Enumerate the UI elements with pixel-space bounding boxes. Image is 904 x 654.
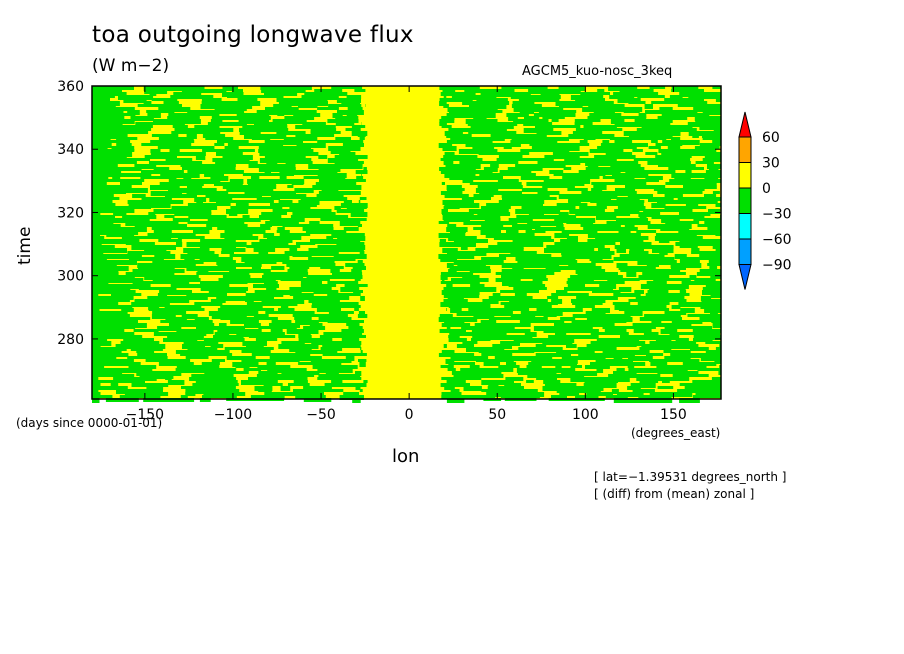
y-tick-label: 340 — [57, 142, 84, 158]
y-tick-label: 320 — [57, 205, 84, 221]
colorbar-segment — [738, 213, 752, 240]
colorbar-label: 0 — [762, 181, 771, 197]
chart-units: (W m−2) — [92, 56, 170, 76]
colorbar-label: −90 — [762, 258, 792, 274]
colorbar-arrow-top — [738, 111, 752, 138]
colorbar-label: −30 — [762, 207, 792, 223]
x-tick-label: 100 — [572, 407, 599, 423]
colorbar-label: −60 — [762, 232, 792, 248]
note-latitude: [ lat=−1.39531 degrees_north ] — [594, 470, 787, 484]
colorbar-segment — [738, 187, 752, 214]
x-tick-label: 150 — [660, 407, 687, 423]
x-tick-label: −50 — [306, 407, 336, 423]
x-axis-units: (degrees_east) — [631, 426, 721, 440]
colorbar-segment — [738, 238, 752, 265]
field-green-regions — [92, 86, 721, 403]
x-axis-label: lon — [392, 446, 420, 467]
y-tick-label: 360 — [57, 79, 84, 95]
x-tick-label: −100 — [214, 407, 252, 423]
colorbar-segment — [738, 162, 752, 189]
colorbar-segment — [738, 136, 752, 163]
y-tick-label: 280 — [57, 332, 84, 348]
x-tick-label: −150 — [126, 407, 164, 423]
colorbar-arrow-bottom — [738, 264, 752, 290]
y-tick-label: 300 — [57, 269, 84, 285]
y-axis-units: (days since 0000-01-01) — [16, 416, 163, 430]
chart-title: toa outgoing longwave flux — [92, 22, 414, 48]
note-diff: [ (diff) from (mean) zonal ] — [594, 487, 755, 501]
y-axis-label: time — [15, 226, 35, 265]
x-tick-label: 0 — [405, 407, 414, 423]
plot-frame — [91, 85, 722, 400]
colorbar-label: 30 — [762, 156, 780, 172]
run-label: AGCM5_kuo-nosc_3keq — [522, 64, 673, 79]
colorbar-label: 60 — [762, 130, 780, 146]
x-tick-label: 50 — [488, 407, 506, 423]
